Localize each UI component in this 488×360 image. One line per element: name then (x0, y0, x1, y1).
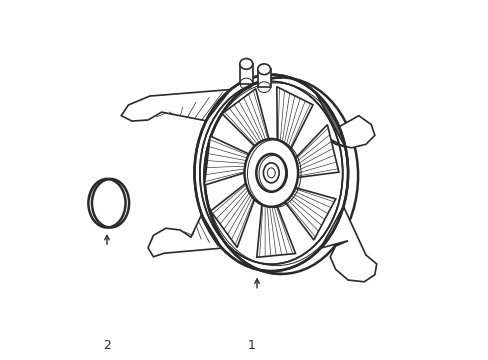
Polygon shape (286, 125, 338, 179)
Ellipse shape (244, 139, 298, 207)
Ellipse shape (240, 59, 252, 69)
Ellipse shape (92, 179, 129, 228)
Ellipse shape (263, 163, 279, 183)
Polygon shape (276, 87, 312, 161)
Polygon shape (222, 89, 272, 155)
Polygon shape (256, 191, 295, 257)
Polygon shape (320, 206, 376, 282)
Ellipse shape (267, 168, 275, 178)
Text: 1: 1 (247, 339, 255, 352)
Bar (257, 69, 270, 87)
Ellipse shape (204, 77, 357, 274)
Polygon shape (315, 93, 374, 148)
Polygon shape (277, 185, 335, 240)
Ellipse shape (256, 154, 285, 192)
Polygon shape (204, 136, 259, 185)
Polygon shape (210, 176, 259, 247)
Ellipse shape (257, 64, 270, 75)
Text: 2: 2 (103, 339, 111, 352)
Bar (240, 64, 252, 84)
Polygon shape (148, 214, 222, 257)
Polygon shape (121, 90, 230, 121)
